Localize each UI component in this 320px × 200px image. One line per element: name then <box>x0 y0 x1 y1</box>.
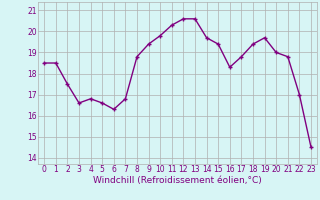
X-axis label: Windchill (Refroidissement éolien,°C): Windchill (Refroidissement éolien,°C) <box>93 176 262 185</box>
